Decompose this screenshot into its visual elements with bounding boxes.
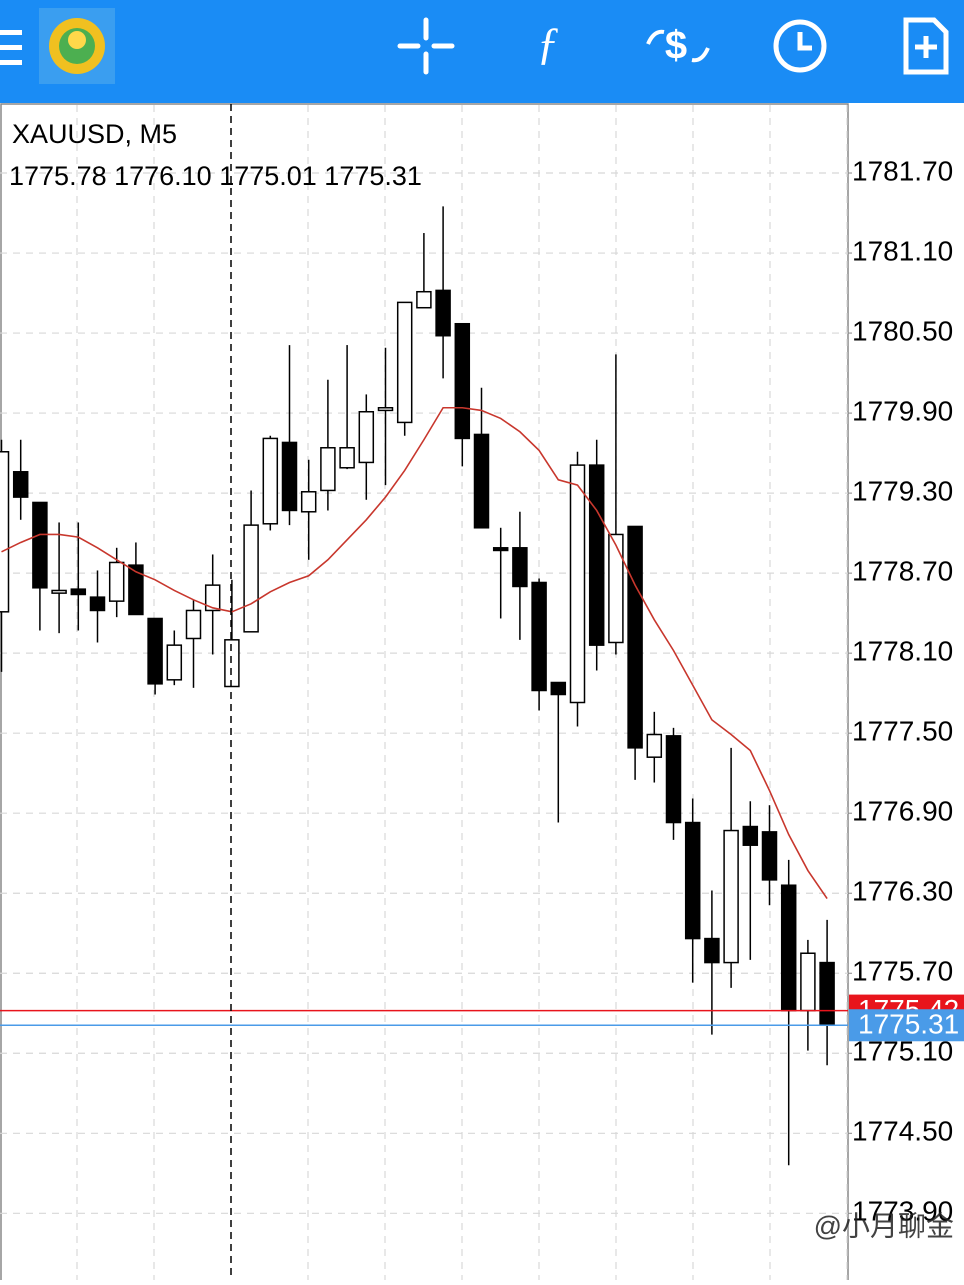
y-tick-label: 1775.70 [852, 956, 953, 987]
crosshair-button[interactable] [397, 17, 455, 75]
candle-body [147, 617, 163, 685]
candle-body [416, 290, 432, 309]
candle-body [377, 407, 394, 412]
candle-body [492, 547, 509, 552]
candle-body [339, 447, 355, 469]
y-tick-label: 1779.30 [852, 476, 953, 507]
candle-body [358, 411, 375, 464]
candle-body [435, 289, 451, 337]
candle-body [588, 464, 605, 646]
y-tick-label: 1776.90 [852, 796, 953, 827]
indicators-button[interactable]: ƒ [537, 18, 560, 69]
candle-body [608, 533, 624, 644]
ohlc-info: 1775.78 1776.10 1775.01 1775.31 [9, 161, 422, 191]
candle-body [473, 433, 490, 529]
candle-body [281, 441, 298, 512]
menu-button[interactable] [0, 30, 22, 65]
candle-body [243, 524, 259, 633]
candle-body [550, 681, 567, 696]
y-tick-label: 1779.90 [852, 395, 953, 426]
candle-body [723, 829, 739, 964]
candle-body [108, 561, 125, 602]
candle-body [531, 581, 547, 692]
candle-body [761, 831, 778, 881]
candle-body [224, 639, 240, 688]
candle-body [819, 961, 835, 1027]
candle-body [704, 937, 720, 964]
candle-body [12, 471, 29, 498]
svg-text:$: $ [665, 24, 687, 68]
candle-body [320, 447, 336, 492]
app-logo[interactable] [39, 8, 115, 84]
y-tick-label: 1776.30 [852, 876, 953, 907]
timeframe-button[interactable] [773, 19, 827, 73]
candle-body [646, 733, 663, 758]
candle-body [32, 501, 48, 589]
candle-body [800, 952, 816, 1012]
candle-body [627, 525, 643, 749]
candle-body [742, 825, 759, 846]
price-label-box [849, 1009, 964, 1042]
candle-body [396, 301, 413, 424]
watermark: @小月聊金 [814, 1210, 954, 1241]
y-tick-label: 1778.10 [852, 636, 953, 667]
candle-body [780, 884, 797, 1012]
y-tick-label: 1780.50 [852, 315, 953, 346]
trade-button[interactable]: $ [646, 24, 710, 68]
candle-body [128, 564, 144, 616]
price-label: 1775.31 [858, 1009, 959, 1040]
symbol-label: XAUUSD, M5 [12, 119, 177, 149]
candle-body [51, 589, 67, 594]
candle-body [166, 644, 183, 681]
candle-body [684, 821, 701, 940]
y-tick-label: 1774.50 [852, 1116, 953, 1147]
candle-body [185, 609, 202, 640]
candle-body [300, 491, 317, 513]
toolbar [0, 0, 964, 103]
y-tick-label: 1778.70 [852, 556, 953, 587]
candle-body [569, 464, 586, 704]
y-tick-label: 1773.90 [852, 1196, 953, 1227]
candle-body [0, 451, 10, 613]
y-tick-label: 1781.10 [852, 235, 953, 266]
candle-body [89, 596, 106, 612]
candle-body [70, 588, 87, 596]
candle-body [665, 735, 682, 824]
y-tick-label: 1781.70 [852, 155, 953, 186]
candle-body [512, 547, 528, 588]
candle-body [262, 437, 279, 525]
moving-average [1, 406, 828, 900]
candle-body [204, 584, 221, 612]
candle-body [454, 322, 471, 440]
new-order-button[interactable] [903, 17, 949, 75]
y-tick-label: 1777.50 [852, 716, 953, 747]
